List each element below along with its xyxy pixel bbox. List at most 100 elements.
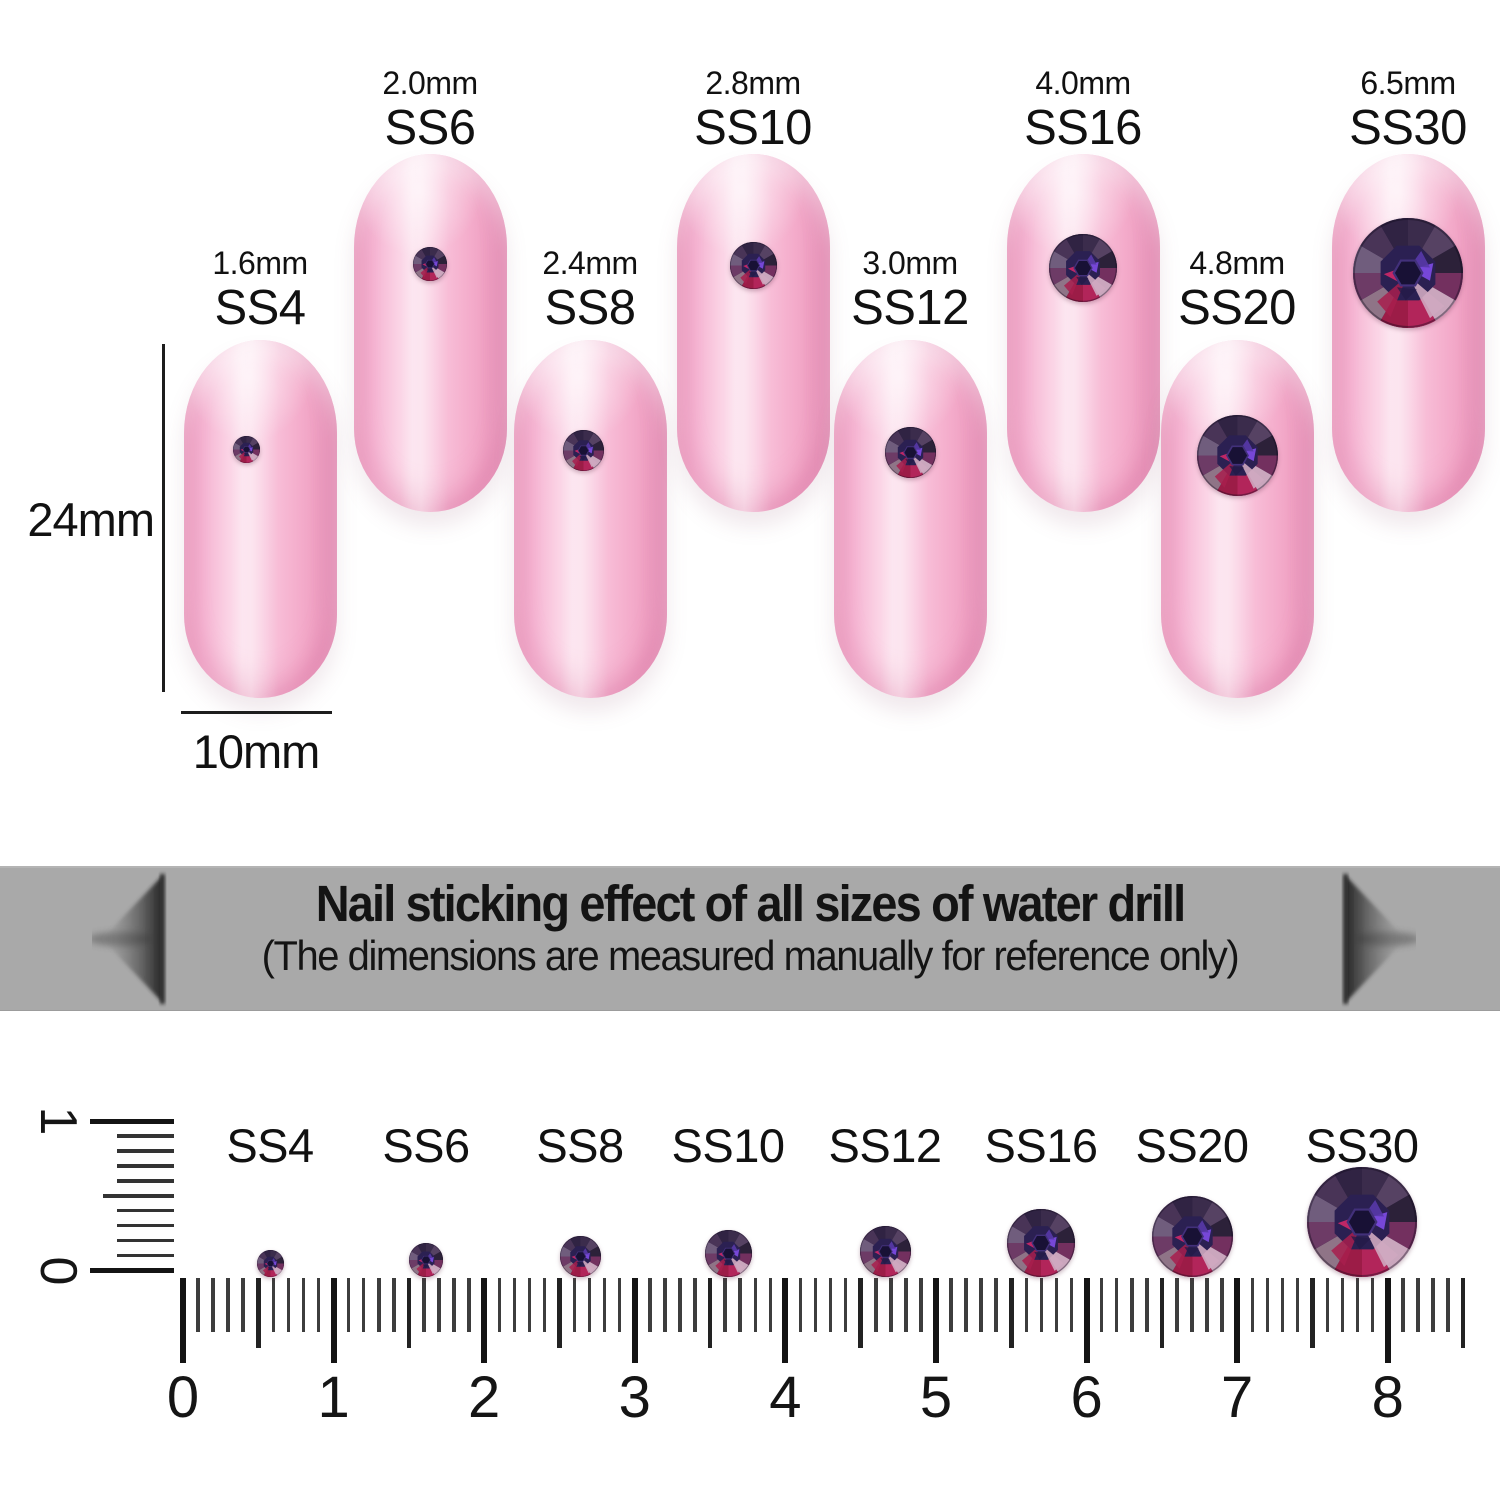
gem-icon	[256, 1250, 284, 1277]
ruler-number-0: 0	[166, 1365, 200, 1430]
vruler-tick-minor	[117, 1223, 174, 1228]
vruler-tick-minor	[117, 1149, 174, 1153]
ruler-tick-minor	[406, 1278, 412, 1348]
ruler-number-7: 7	[1221, 1365, 1254, 1430]
ruler-tick-minor	[1431, 1278, 1435, 1332]
gem-icon	[562, 430, 604, 472]
gem-icon	[559, 1236, 601, 1277]
ruler-tick-minor	[1295, 1278, 1300, 1332]
ruler-tick-major	[1083, 1278, 1090, 1363]
gem-icon	[1196, 415, 1278, 497]
ruler-tick-minor	[542, 1278, 547, 1332]
ruler-tick-minor	[587, 1278, 592, 1332]
gem-icon	[884, 426, 936, 478]
ruler-tick-major	[481, 1278, 488, 1363]
mm-label: 2.0mm	[382, 65, 478, 101]
ruler-tick-minor	[527, 1278, 532, 1332]
ruler-tick-minor	[858, 1278, 863, 1348]
ruler-tick-minor	[843, 1278, 848, 1332]
ruler-tick-minor	[1175, 1278, 1179, 1332]
vruler-tick-major	[90, 1118, 174, 1124]
info-banner: Nail sticking effect of all sizes of wat…	[0, 866, 1500, 1011]
ruler-tick-minor	[1220, 1278, 1224, 1332]
nail-SS12	[833, 340, 987, 698]
size-label-SS8: 2.4mm SS8	[480, 244, 700, 334]
ruler-tick-minor	[889, 1278, 893, 1332]
ruler-tick-minor	[377, 1278, 381, 1332]
nail-width-line	[181, 711, 332, 714]
ruler-size-label-SS6: SS6	[382, 1119, 470, 1172]
ss-label: SS8	[544, 281, 636, 335]
size-label-SS30: 6.5mm SS30	[1298, 64, 1500, 154]
nail-length-label: 24mm	[27, 493, 155, 546]
mm-label: 1.6mm	[212, 245, 308, 281]
ruler-tick-minor	[663, 1278, 667, 1332]
nail-stone-SS16	[1049, 234, 1117, 303]
ruler-tick-major	[933, 1278, 939, 1363]
ruler-stone-SS12	[859, 1226, 911, 1277]
ruler-tick-minor	[994, 1278, 998, 1332]
ruler-stone-SS4	[256, 1250, 284, 1277]
ruler-tick-major	[1234, 1278, 1241, 1363]
banner-title: Nail sticking effect of all sizes of wat…	[315, 875, 1186, 932]
ruler-size-label-SS30: SS30	[1305, 1119, 1419, 1172]
ruler-tick-minor	[1280, 1278, 1285, 1332]
mm-label: 4.8mm	[1189, 245, 1285, 281]
ruler-tick-minor	[648, 1278, 652, 1332]
nail-stone-SS20	[1196, 415, 1278, 497]
ruler-size-label-SS12: SS12	[828, 1119, 942, 1172]
nail-stone-SS6	[413, 247, 447, 282]
ruler-tick-minor	[226, 1278, 230, 1332]
ruler-stone-SS30	[1307, 1167, 1417, 1277]
ruler-size-label-SS10: SS10	[671, 1119, 785, 1172]
ruler-number-6: 6	[1070, 1365, 1103, 1430]
vruler-tick-major	[90, 1268, 174, 1273]
vruler-tick-minor	[117, 1208, 174, 1213]
vruler-number-0: 0	[29, 1256, 87, 1285]
banner-subtitle: (The dimensions are measured manually fo…	[261, 932, 1240, 979]
ruler-tick-minor	[1145, 1278, 1149, 1332]
ruler-tick-minor	[572, 1278, 577, 1332]
vruler-tick-minor	[103, 1194, 174, 1198]
nail-SS6	[353, 154, 507, 512]
ruler-tick-minor	[316, 1278, 321, 1332]
ruler-tick-minor	[1054, 1278, 1059, 1332]
ruler-tick-minor	[1325, 1278, 1330, 1332]
ruler-number-2: 2	[468, 1365, 501, 1430]
mm-label: 2.8mm	[705, 65, 801, 101]
ruler-tick-minor	[1250, 1278, 1254, 1332]
ruler-tick-minor	[452, 1278, 456, 1332]
ruler-number-3: 3	[618, 1365, 651, 1430]
ruler-tick-minor	[1446, 1278, 1450, 1332]
nail-stone-SS12	[884, 426, 936, 478]
ruler-tick-minor	[1024, 1278, 1029, 1332]
ruler-tick-minor	[346, 1278, 351, 1332]
vruler-tick-minor	[117, 1179, 174, 1183]
ruler-tick-minor	[738, 1278, 742, 1332]
vruler-tick-minor	[117, 1253, 174, 1258]
ruler-tick-minor	[1205, 1278, 1209, 1332]
ruler-tick-minor	[497, 1278, 501, 1332]
size-label-SS10: 2.8mm SS10	[643, 64, 863, 154]
gem-icon	[1007, 1209, 1075, 1277]
nail-stone-SS8	[562, 430, 604, 472]
ruler-tick-minor	[1069, 1278, 1074, 1332]
ss-label: SS16	[1024, 101, 1142, 155]
gem-icon	[859, 1226, 911, 1277]
ruler-number-4: 4	[769, 1365, 802, 1430]
ruler-tick-minor	[1159, 1278, 1165, 1348]
ruler-tick-minor	[211, 1278, 215, 1332]
ruler-tick-minor	[949, 1278, 953, 1332]
ruler-tick-minor	[1460, 1278, 1466, 1348]
ruler-size-label-SS4: SS4	[226, 1119, 314, 1172]
nail-stone-SS30	[1353, 218, 1463, 329]
ruler-tick-minor	[874, 1278, 878, 1332]
ruler-tick-minor	[1416, 1278, 1420, 1332]
ruler-tick-minor	[678, 1278, 682, 1332]
ruler-tick-minor	[617, 1278, 622, 1332]
ruler-tick-minor	[1265, 1278, 1270, 1332]
ruler-tick-minor	[1039, 1278, 1044, 1332]
ruler-tick-minor	[392, 1278, 396, 1332]
ruler-tick-minor	[1355, 1278, 1360, 1332]
